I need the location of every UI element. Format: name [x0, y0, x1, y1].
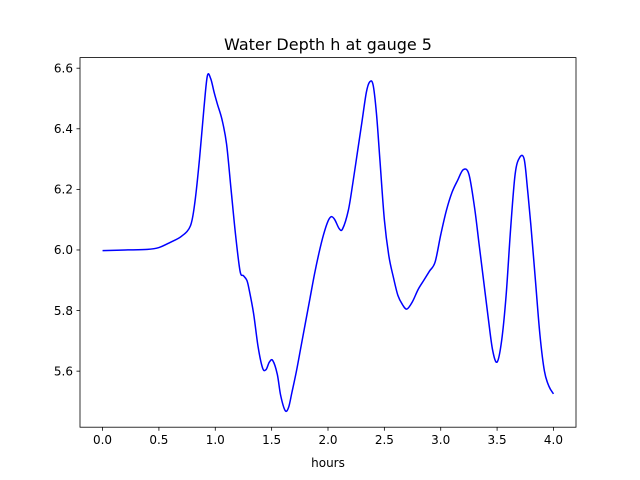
x-tick-label: 4.0 [544, 433, 563, 447]
x-tick-label: 1.5 [262, 433, 281, 447]
x-tick-label: 2.0 [318, 433, 337, 447]
x-tick-label: 3.5 [488, 433, 507, 447]
x-tick-label: 1.0 [206, 433, 225, 447]
y-tick-label: 6.2 [54, 183, 73, 197]
x-axis-label: hours [311, 456, 345, 470]
x-axis: 0.0 0.5 1.0 1.5 2.0 2.5 3.0 3.5 4.0 [93, 427, 563, 447]
plot-frame [79, 57, 577, 428]
series-line-0 [102, 73, 555, 413]
y-axis: 5.6 5.8 6.0 6.2 6.4 6.6 [54, 61, 80, 378]
y-tick-label: 5.6 [54, 364, 73, 378]
x-tick-label: 0.5 [149, 433, 168, 447]
x-tick-label: 2.5 [375, 433, 394, 447]
y-tick-label: 6.4 [54, 122, 73, 136]
x-tick-label: 0.0 [93, 433, 112, 447]
y-tick-label: 6.0 [54, 243, 73, 257]
y-tick-label: 5.8 [54, 304, 73, 318]
plot-lines [102, 73, 555, 413]
chart-title: Water Depth h at gauge 5 [224, 35, 432, 54]
x-tick-label: 3.0 [431, 433, 450, 447]
y-tick-label: 6.6 [54, 61, 73, 75]
